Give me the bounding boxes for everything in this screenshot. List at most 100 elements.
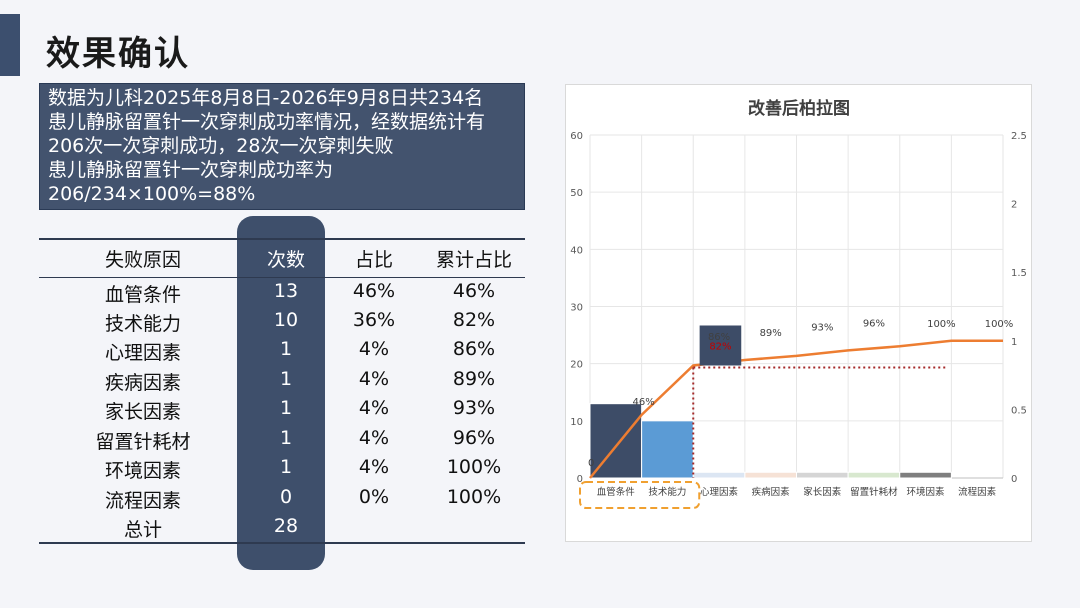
cell-cumulative: 82% [452,309,496,331]
cell-count: 0 [279,486,293,508]
y2-tick-label: 2 [1011,200,1017,211]
x-tick-label: 留置针耗材 [850,486,898,498]
bar [692,471,746,479]
pareto-chart: 改善后柏拉图 0 10 20 30 40 50 60 0 0.5 1 1.5 2 2.5 血管条件 技术能力 心… [570,98,1027,509]
count-column-highlight [237,216,325,570]
cell-ratio: 0% [358,486,390,508]
cell-total-label: 总计 [123,519,162,541]
cell-cumulative: 46% [452,280,496,302]
info-line: 患儿静脉留置针一次穿刺成功率情况，经数据统计有 [48,111,486,133]
header-cumulative: 累计占比 [435,249,512,271]
table-row: 心理因素 1 4% 86% [39,338,525,367]
table-row: 流程因素 0 0% 100% [39,486,525,515]
cumulative-data-label: 93% [811,322,833,333]
chart-title: 改善后柏拉图 [748,98,850,119]
cumulative-data-label: 82% [709,341,731,352]
table-row: 留置针耗材 1 4% 96% [39,427,525,456]
cumulative-start-label: 0 [588,458,594,469]
cell-count: 13 [273,280,299,302]
highlight-label-box [699,325,742,366]
y-tick-label: 0 [577,474,583,485]
table-bottom-rule [39,542,525,544]
table-top-rule [39,238,525,240]
x-tick-label: 技术能力 [648,486,686,498]
title-accent-bar [0,14,20,76]
cumulative-data-label: 46% [633,397,655,408]
cell-cumulative: 96% [452,427,496,449]
cell-reason: 环境因素 [104,460,181,482]
header-reason: 失败原因 [104,249,181,271]
y2-tick-label: 1.5 [1011,268,1027,279]
y2-tick-label: 0.5 [1011,405,1027,416]
y2-tick-label: 0 [1011,474,1017,485]
x-tick-label: 流程因素 [958,486,997,498]
bar [899,471,952,479]
header-count: 次数 [266,249,305,271]
vital-few-highlight-box [579,481,701,509]
x-tick-label: 疾病因素 [752,486,791,498]
cell-cumulative: 100% [446,486,502,508]
cell-reason: 家长因素 [104,401,181,423]
cumulative-data-label: 86% [708,332,730,343]
table-row: 疾病因素 1 4% 89% [39,368,525,397]
cell-cumulative: 100% [446,456,502,478]
x-tick-label: 家长因素 [803,486,842,498]
y-tick-label: 40 [570,245,583,256]
cell-cumulative: 93% [452,397,496,419]
cumulative-data-label: 100% [985,319,1014,330]
y-tick-label: 60 [570,131,583,142]
x-tick-label: 心理因素 [700,486,739,498]
cell-ratio: 4% [358,456,390,478]
cumulative-data-label: 100% [927,319,956,330]
table-row: 技术能力 10 36% 82% [39,309,525,338]
cell-ratio: 36% [352,309,396,331]
y-tick-label: 10 [570,417,583,428]
cell-cumulative: 89% [452,368,496,390]
cell-reason: 心理因素 [104,342,181,364]
cell-ratio: 4% [358,397,390,419]
x-tick-label: 血管条件 [597,486,636,498]
cell-ratio: 4% [358,368,390,390]
cell-cumulative: 86% [452,338,496,360]
cell-count: 1 [279,456,293,478]
cell-count: 1 [279,338,293,360]
info-line: 206/234×100%=88% [48,183,256,205]
info-line: 206次一次穿刺成功，28次一次穿刺失败 [48,135,394,157]
x-tick-label: 环境因素 [907,486,946,498]
table-row: 血管条件 13 46% 46% [39,280,525,309]
cumulative-line [589,339,1003,479]
cell-ratio: 46% [352,280,396,302]
table-header-rule [39,277,525,278]
bar [641,420,694,479]
cumulative-data-label: 96% [863,318,885,329]
info-line: 患儿静脉留置针一次穿刺成功率为 [48,159,334,181]
y2-tick-label: 2.5 [1011,131,1027,142]
bar [744,471,797,479]
cell-ratio: 4% [358,338,390,360]
cell-total-count: 28 [273,515,299,537]
cell-count: 1 [279,397,293,419]
table-total-row: 总计 28 [39,515,525,544]
cell-count: 1 [279,368,293,390]
y-tick-label: 20 [570,360,583,371]
y2-tick-label: 1 [1011,337,1017,348]
page-title: 效果确认 [46,34,190,74]
y-tick-label: 30 [570,303,583,314]
y-tick-label: 50 [570,188,583,199]
bar [796,471,849,479]
cumulative-data-label: 89% [760,328,782,339]
header-ratio: 占比 [354,249,393,271]
cell-reason: 留置针耗材 [95,431,191,453]
cell-count: 10 [273,309,299,331]
info-line: 数据为儿科2025年8月8日-2026年9月8日共234名 [48,87,484,109]
table-header-row: 失败原因 次数 占比 累计占比 [39,245,525,274]
table-row: 环境因素 1 4% 100% [39,456,525,485]
bar [847,471,901,479]
cell-reason: 流程因素 [104,490,181,512]
cell-ratio: 4% [358,427,390,449]
cell-reason: 血管条件 [104,284,181,306]
cell-count: 1 [279,427,293,449]
cell-reason: 疾病因素 [104,372,181,394]
info-box: 数据为儿科2025年8月8日-2026年9月8日共234名 患儿静脉留置针一次穿… [39,83,525,210]
cell-reason: 技术能力 [104,313,181,335]
